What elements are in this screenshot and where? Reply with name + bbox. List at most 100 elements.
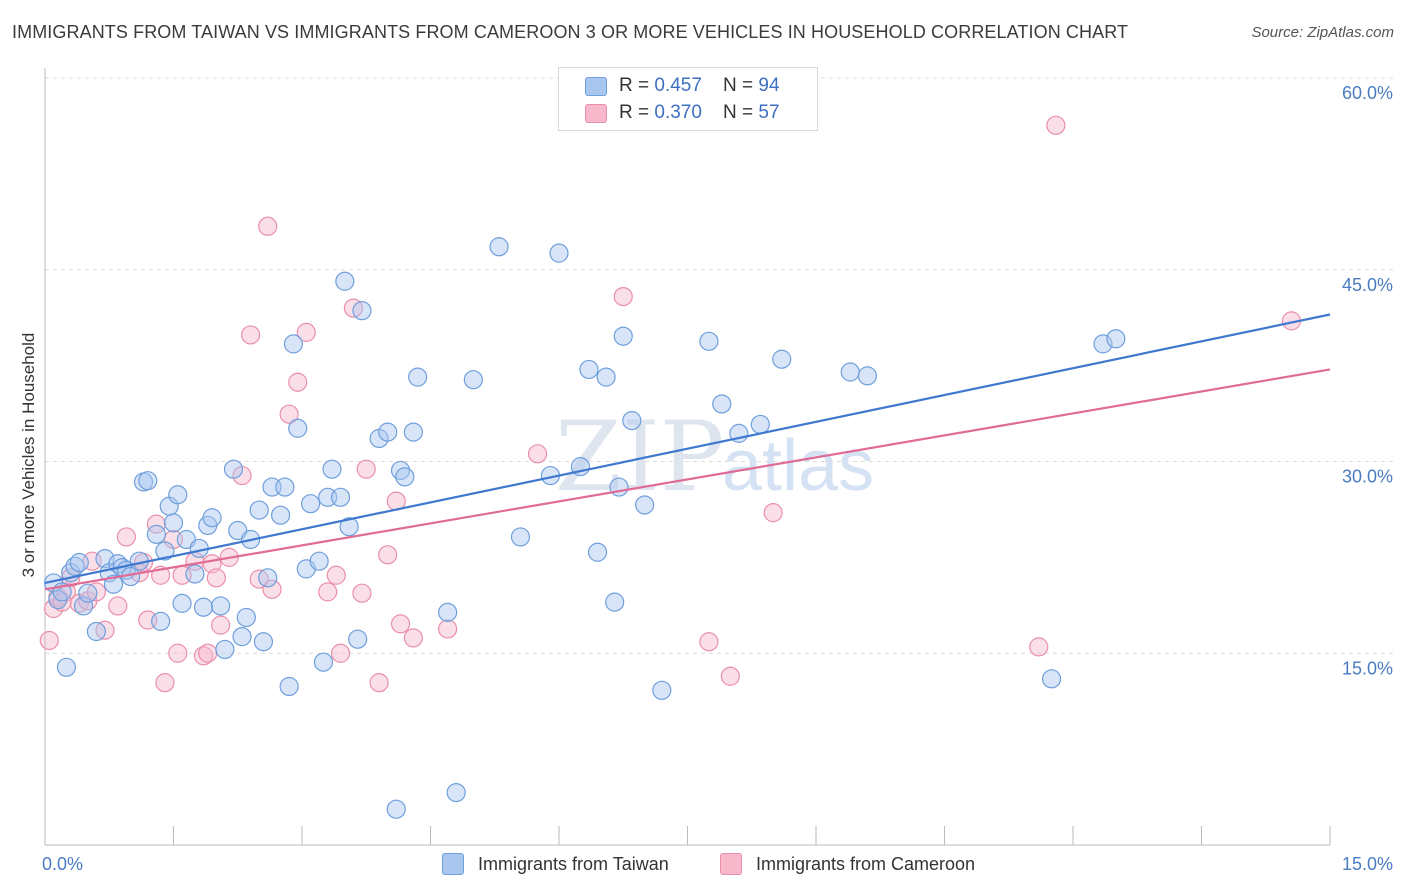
point-cameroon-52 xyxy=(763,503,783,523)
point-cameroon-23 xyxy=(198,643,218,663)
point-taiwan-70 xyxy=(489,237,509,257)
point-taiwan-61 xyxy=(378,422,398,442)
point-taiwan-28 xyxy=(185,564,205,584)
point-taiwan-58 xyxy=(348,629,368,649)
y-tick-label-1: 30.0% xyxy=(1342,467,1393,487)
bottom-legend-swatch-taiwan xyxy=(442,853,464,875)
point-cameroon-46 xyxy=(403,628,423,648)
point-taiwan-59 xyxy=(352,301,372,321)
point-taiwan-55 xyxy=(330,487,351,507)
point-taiwan-89 xyxy=(840,362,860,382)
chart-title: IMMIGRANTS FROM TAIWAN VS IMMIGRANTS FRO… xyxy=(12,22,1129,42)
point-cameroon-25 xyxy=(206,568,226,588)
x-tick-label-1: 15.0% xyxy=(1342,854,1393,874)
point-taiwan-75 xyxy=(579,359,599,380)
point-taiwan-80 xyxy=(613,326,633,346)
bottom-legend-cameroon: Immigrants from Cameroon xyxy=(720,851,975,877)
y-tick-labels: 15.0% 30.0% 45.0% 60.0% xyxy=(1342,83,1393,678)
point-taiwan-76 xyxy=(587,542,608,562)
point-taiwan-84 xyxy=(699,331,719,351)
point-taiwan-93 xyxy=(1106,329,1126,349)
trend-line-cameroon xyxy=(44,368,1331,591)
point-taiwan-32 xyxy=(202,508,222,528)
point-cameroon-15 xyxy=(146,514,166,534)
legend-taiwan-n-label: N = xyxy=(723,75,759,96)
y-tick-label-0: 15.0% xyxy=(1342,658,1393,678)
point-taiwan-62 xyxy=(386,799,406,819)
point-taiwan-33 xyxy=(211,596,231,616)
gridlines xyxy=(45,77,1395,654)
point-taiwan-9 xyxy=(86,621,107,642)
point-taiwan-57 xyxy=(339,517,359,537)
point-cameroon-47 xyxy=(438,619,458,639)
point-taiwan-30 xyxy=(193,597,214,617)
point-taiwan-71 xyxy=(510,527,531,547)
point-taiwan-48 xyxy=(288,418,308,438)
point-cameroon-54 xyxy=(1046,115,1066,135)
point-cameroon-17 xyxy=(155,673,175,693)
point-taiwan-92 xyxy=(1093,334,1113,354)
point-taiwan-24 xyxy=(163,513,184,533)
point-taiwan-68 xyxy=(446,782,466,803)
series-taiwan-points xyxy=(43,237,1126,819)
point-cameroon-33 xyxy=(279,404,299,424)
point-taiwan-37 xyxy=(232,627,252,647)
point-cameroon-0 xyxy=(39,630,59,651)
legend-cameroon-r-label: R = xyxy=(619,102,655,123)
point-taiwan-83 xyxy=(652,680,672,700)
legend-cameroon-n-value: 57 xyxy=(758,102,780,123)
point-cameroon-36 xyxy=(318,582,338,602)
point-cameroon-34 xyxy=(288,372,308,392)
point-taiwan-85 xyxy=(712,394,732,414)
point-taiwan-40 xyxy=(249,500,269,520)
legend-taiwan-r-label: R = xyxy=(619,75,655,96)
bottom-legend-taiwan: Immigrants from Taiwan xyxy=(442,851,669,877)
point-taiwan-7 xyxy=(73,596,94,616)
point-taiwan-87 xyxy=(750,414,770,435)
point-cameroon-31 xyxy=(258,216,278,236)
point-cameroon-37 xyxy=(326,565,346,585)
y-tick-label-3: 60.0% xyxy=(1342,83,1393,103)
point-cameroon-38 xyxy=(330,643,351,663)
point-cameroon-40 xyxy=(352,583,372,603)
point-taiwan-51 xyxy=(309,551,329,571)
legend-swatch-cameroon xyxy=(585,103,607,123)
point-taiwan-35 xyxy=(223,459,244,479)
point-cameroon-45 xyxy=(390,614,411,634)
point-taiwan-88 xyxy=(772,349,792,369)
point-taiwan-90 xyxy=(857,366,878,386)
legend: R = 0.457 N = 94 R = 0.370 N = 57 xyxy=(558,67,818,131)
point-taiwan-78 xyxy=(605,592,625,612)
point-taiwan-19 xyxy=(138,471,158,491)
trend-lines xyxy=(44,313,1331,591)
point-taiwan-50 xyxy=(300,494,321,514)
point-cameroon-48 xyxy=(527,444,548,464)
point-cameroon-42 xyxy=(369,673,389,693)
trend-line-taiwan xyxy=(44,313,1331,585)
y-tick-label-2: 45.0% xyxy=(1342,275,1393,295)
point-taiwan-66 xyxy=(408,367,428,387)
point-cameroon-11 xyxy=(116,527,136,547)
point-taiwan-3 xyxy=(56,657,77,677)
series-cameroon-points xyxy=(39,115,1302,693)
legend-swatch-taiwan xyxy=(585,76,607,96)
y-axis-label: 3 or more Vehicles in Household xyxy=(19,333,38,578)
point-taiwan-67 xyxy=(438,602,458,622)
point-cameroon-51 xyxy=(720,666,740,686)
point-taiwan-42 xyxy=(258,568,278,588)
point-taiwan-21 xyxy=(151,611,171,631)
point-taiwan-52 xyxy=(313,652,334,672)
legend-cameroon-n-label: N = xyxy=(723,102,759,123)
point-cameroon-53 xyxy=(1029,637,1049,657)
point-taiwan-26 xyxy=(172,593,192,613)
point-taiwan-91 xyxy=(1041,669,1062,689)
bottom-legend-swatch-cameroon xyxy=(720,853,742,875)
point-cameroon-43 xyxy=(378,545,398,565)
point-cameroon-32 xyxy=(262,579,282,599)
watermark-atlas: atlas xyxy=(722,426,874,506)
legend-taiwan-r-value: 0.457 xyxy=(654,75,702,96)
point-taiwan-73 xyxy=(549,243,569,263)
bottom-legend-label-taiwan: Immigrants from Taiwan xyxy=(478,853,669,874)
point-cameroon-49 xyxy=(613,286,633,307)
bottom-legend-label-cameroon: Immigrants from Cameroon xyxy=(756,853,976,874)
